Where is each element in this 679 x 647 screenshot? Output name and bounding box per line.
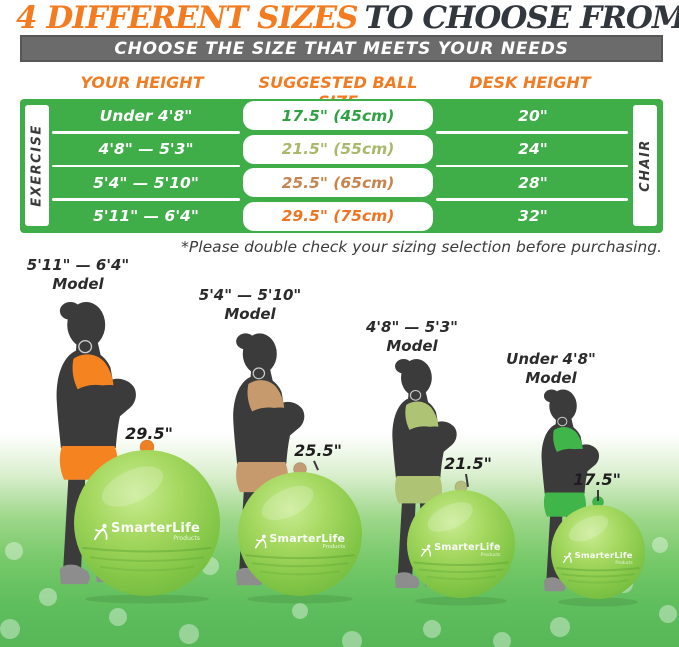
necklace (557, 416, 568, 427)
exercise-ball (74, 439, 220, 604)
sizing-note: *Please double check your sizing selecti… (181, 238, 662, 256)
row-separator (436, 198, 628, 201)
desk-height-cell: 28" (518, 173, 548, 192)
banner-text: CHOOSE THE SIZE THAT MEETS YOUR NEEDS (114, 38, 569, 59)
smarterlife-figure-icon (254, 534, 267, 549)
model-height-range: 4'8" — 5'3" (365, 318, 458, 336)
row-separator (436, 131, 628, 134)
model-top (405, 401, 439, 431)
side-label-chair: CHAIR (633, 105, 657, 226)
polka-dot (550, 617, 570, 637)
ball-size-pill: 25.5" (65cm) (243, 168, 433, 197)
polka-dot (652, 537, 668, 553)
model-silhouette (392, 359, 457, 589)
row-separator (52, 164, 240, 168)
size-table: EXERCISE CHAIR Under 4'8" 17.5" (45cm) 2… (20, 99, 663, 233)
logo-sub: Products (322, 544, 346, 551)
exercise-ball (238, 462, 362, 604)
exercise-ball (407, 480, 515, 606)
side-label-exercise: EXERCISE (25, 105, 49, 226)
model-label: 4'8" — 5'3" Model (327, 318, 497, 356)
model-height-range: 5'11" — 6'4" (26, 256, 130, 274)
necklace (252, 367, 266, 380)
crossed-arms (256, 407, 299, 428)
logo-name: SmarterLife (434, 542, 501, 554)
column-header-your-height: YOUR HEIGHT (80, 73, 204, 92)
row-separator (52, 198, 240, 201)
table-row: 5'11" — 6'4" 29.5" (75cm) 32" (20, 200, 663, 234)
column-header-desk-height: DESK HEIGHT (469, 73, 591, 92)
polka-dot (109, 608, 127, 626)
smarterlife-figure-icon (421, 544, 432, 557)
ball-size-pill: 17.5" (45cm) (243, 101, 433, 130)
table-row: 5'4" — 5'10" 25.5" (65cm) 28" (20, 166, 663, 200)
model-word: Model (525, 368, 577, 387)
model-word: Model (224, 304, 276, 323)
title-highlight: 4 DIFFERENT SIZES (16, 0, 359, 36)
exercise-ball (551, 496, 645, 607)
logo-name: SmarterLife (269, 532, 346, 546)
crossed-arms (413, 426, 452, 445)
page-title: 4 DIFFERENT SIZES TO CHOOSE FROM (16, 0, 679, 36)
ball-size-label: 29.5" (125, 424, 173, 443)
ball-size-label: 25.5" (294, 441, 342, 460)
smarterlife-logo: SmarterLife Products (559, 551, 636, 564)
logo-name: SmarterLife (111, 521, 200, 536)
row-separator (436, 164, 628, 168)
polka-dot (5, 542, 23, 560)
your-height-cell: 4'8" — 5'3" (98, 140, 194, 159)
table-row: 4'8" — 5'3" 21.5" (55cm) 24" (20, 133, 663, 167)
polka-dot (0, 619, 20, 639)
smarterlife-logo: SmarterLife Products (87, 522, 207, 542)
logo-name: SmarterLife (574, 550, 633, 561)
polka-dot (493, 632, 511, 647)
ball-size-label: 17.5" (573, 470, 621, 489)
logo-sub: Products (615, 559, 633, 565)
polka-dot (659, 605, 677, 623)
model-shorts (543, 492, 586, 517)
ball-size-pill: 29.5" (75cm) (243, 201, 433, 231)
model-top (247, 380, 285, 412)
model-top (72, 354, 114, 390)
title-rest: TO CHOOSE FROM (364, 0, 679, 36)
model-shorts (395, 476, 443, 504)
model-top (553, 426, 583, 453)
logo-sub: Products (173, 535, 200, 542)
smarterlife-logo: SmarterLife Products (417, 543, 506, 558)
your-height-cell: 5'4" — 5'10" (93, 173, 199, 192)
polka-dot (179, 624, 199, 644)
logo-sub: Products (480, 552, 501, 558)
desk-height-cell: 32" (518, 207, 548, 226)
polka-dot (39, 588, 57, 606)
your-height-cell: Under 4'8" (99, 106, 193, 125)
smarterlife-figure-icon (563, 552, 573, 564)
ball-size-label: 21.5" (444, 454, 492, 473)
model-word: Model (52, 274, 104, 293)
table-row: Under 4'8" 17.5" (45cm) 20" (20, 99, 663, 133)
row-separator (52, 131, 240, 134)
model-height-range: 5'4" — 5'10" (198, 286, 302, 304)
polka-dot (342, 631, 362, 647)
model-label: 5'11" — 6'4" Model (0, 256, 163, 294)
model-word: Model (386, 336, 438, 355)
crossed-arms (560, 448, 595, 465)
necklace (409, 389, 422, 401)
ball-size-pill: 21.5" (55cm) (243, 134, 433, 164)
model-label: Under 4'8" Model (466, 350, 636, 388)
model-label: 5'4" — 5'10" Model (165, 286, 335, 324)
polka-dot (423, 620, 441, 638)
smarterlife-logo: SmarterLife Products (249, 533, 351, 550)
banner: CHOOSE THE SIZE THAT MEETS YOUR NEEDS (20, 35, 663, 62)
desk-height-cell: 20" (518, 106, 548, 125)
polka-dot (292, 603, 308, 619)
desk-height-cell: 24" (518, 140, 548, 159)
smarterlife-figure-icon (94, 523, 108, 541)
necklace (78, 340, 93, 354)
crossed-arms (82, 384, 130, 408)
label-connector-line (597, 490, 599, 501)
your-height-cell: 5'11" — 6'4" (93, 207, 199, 226)
model-height-range: Under 4'8" (506, 350, 596, 368)
